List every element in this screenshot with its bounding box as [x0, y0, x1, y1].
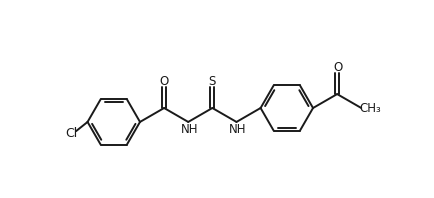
Text: S: S	[209, 75, 216, 88]
Text: NH: NH	[181, 123, 199, 136]
Text: O: O	[333, 61, 342, 74]
Text: NH: NH	[229, 123, 247, 136]
Text: O: O	[159, 75, 169, 88]
Text: CH₃: CH₃	[360, 102, 381, 114]
Text: Cl: Cl	[66, 127, 78, 140]
